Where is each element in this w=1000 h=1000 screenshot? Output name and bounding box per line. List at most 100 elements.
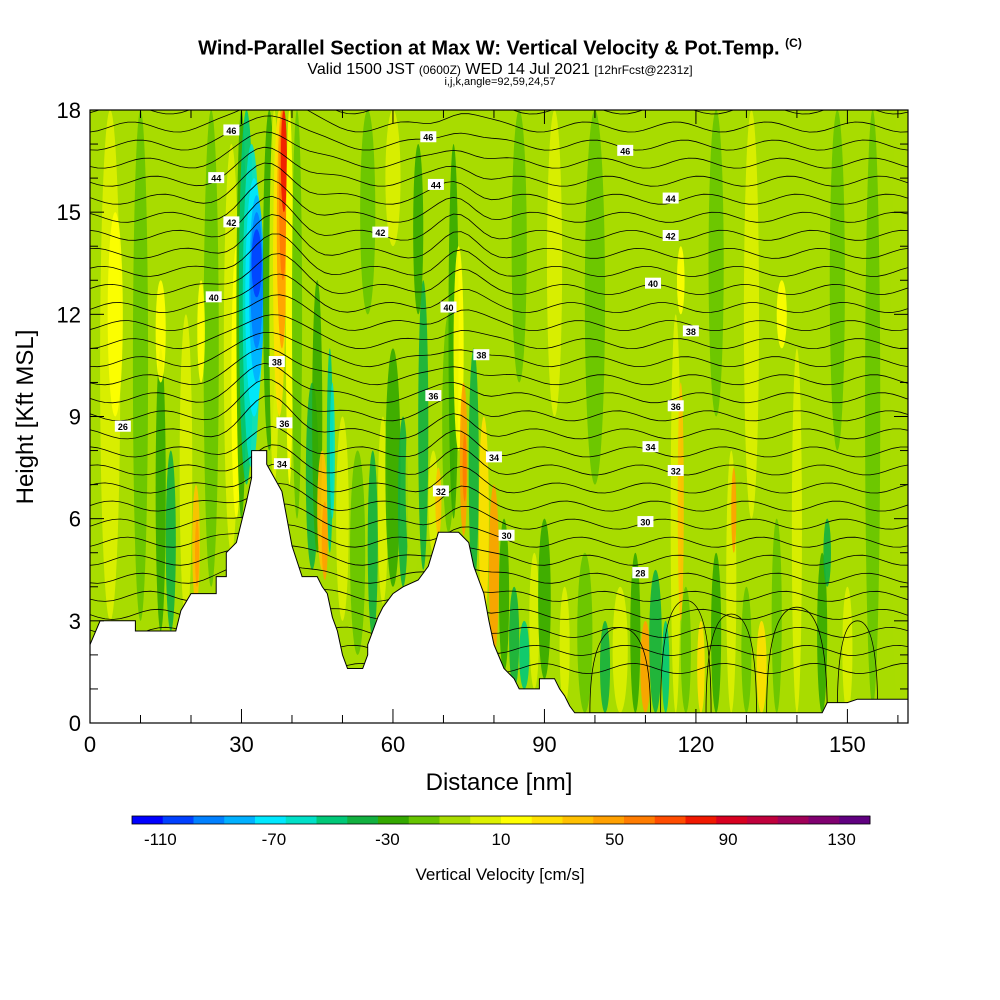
velocity-streak bbox=[511, 110, 527, 383]
theta-contour-line bbox=[90, 146, 908, 187]
theta-contour-line bbox=[90, 463, 908, 494]
velocity-streak bbox=[865, 110, 881, 706]
colorbar-label: Vertical Velocity [cm/s] bbox=[415, 865, 584, 884]
valid-time: Valid 1500 JST bbox=[307, 61, 415, 78]
velocity-streak bbox=[509, 586, 520, 689]
colorbar-swatch bbox=[777, 816, 809, 824]
theta-label-box bbox=[268, 356, 285, 368]
colorbar-swatch bbox=[593, 816, 625, 824]
theta-contour-line bbox=[90, 273, 908, 314]
y-tick-label: 15 bbox=[57, 200, 81, 225]
theta-contour-line bbox=[90, 444, 908, 476]
theta-contour-line bbox=[90, 347, 908, 386]
theta-contour-line bbox=[90, 483, 908, 512]
velocity-streak bbox=[155, 348, 166, 632]
colorbar-frame bbox=[131, 815, 871, 825]
theta-contour-line bbox=[90, 362, 908, 404]
velocity-streak bbox=[350, 450, 366, 655]
theta-label-box bbox=[473, 349, 490, 361]
velocity-streak bbox=[670, 314, 681, 713]
velocity-streak bbox=[377, 416, 388, 604]
colorbar: -110 -70 -30 10 50 90 130 bbox=[131, 815, 871, 849]
velocity-streak bbox=[280, 110, 287, 213]
velocity-streak bbox=[179, 314, 193, 621]
theta-label-box bbox=[208, 172, 225, 184]
chart-title-text: Wind-Parallel Section at Max W: Vertical… bbox=[198, 37, 780, 60]
theta-label: 34 bbox=[645, 443, 655, 453]
colorbar-swatch bbox=[285, 816, 317, 824]
colorbar-swatch bbox=[408, 816, 440, 824]
colorbar-swatch bbox=[439, 816, 471, 824]
theta-contour-loop bbox=[705, 613, 757, 713]
velocity-streak bbox=[329, 382, 335, 519]
y-tick-label: 9 bbox=[69, 405, 81, 430]
theta-label-box bbox=[632, 567, 649, 579]
colorbar-swatch bbox=[501, 816, 533, 824]
velocity-streak bbox=[731, 467, 737, 553]
velocity-streak bbox=[677, 382, 684, 621]
theta-contour-line bbox=[90, 131, 908, 169]
velocity-streak bbox=[680, 586, 691, 713]
theta-contour-line bbox=[90, 253, 908, 295]
velocity-streak bbox=[791, 348, 802, 713]
velocity-streak bbox=[612, 586, 628, 713]
valid-date: WED 14 Jul 2021 bbox=[465, 61, 590, 78]
x-tick-label: 30 bbox=[229, 732, 253, 757]
theta-contour-labels: 2626283030323234343436363638383840404042… bbox=[114, 124, 699, 579]
theta-label-box bbox=[223, 124, 240, 136]
colorbar-swatch bbox=[562, 816, 594, 824]
theta-label-box bbox=[645, 277, 662, 289]
theta-contour-line bbox=[90, 214, 908, 259]
colorbar-swatch bbox=[132, 816, 164, 824]
colorbar-tick-label: 50 bbox=[605, 830, 624, 849]
theta-contour-line bbox=[90, 162, 908, 205]
colorbar-swatch bbox=[531, 816, 563, 824]
theta-label: 46 bbox=[226, 126, 236, 136]
colorbar-swatch bbox=[255, 816, 287, 824]
velocity-streak bbox=[630, 552, 641, 713]
theta-label-box bbox=[114, 420, 131, 432]
theta-label: 38 bbox=[686, 327, 696, 337]
velocity-streak bbox=[661, 620, 670, 713]
colorbar-swatch bbox=[716, 816, 748, 824]
colorbar-swatch bbox=[685, 816, 717, 824]
velocity-streak bbox=[519, 620, 530, 689]
theta-label: 38 bbox=[476, 351, 486, 361]
velocity-streak bbox=[771, 518, 782, 713]
y-tick-label: 3 bbox=[69, 609, 81, 634]
velocity-streak bbox=[756, 620, 767, 713]
velocity-streak bbox=[132, 110, 149, 621]
theta-label: 42 bbox=[226, 218, 236, 228]
velocity-streak bbox=[529, 552, 540, 689]
theta-label: 28 bbox=[635, 569, 645, 579]
velocity-streak bbox=[203, 110, 219, 587]
valid-zulu: (0600Z) bbox=[418, 63, 461, 77]
theta-contour-line bbox=[90, 544, 908, 566]
y-tick-label: 6 bbox=[69, 507, 81, 532]
theta-contour-line bbox=[90, 233, 908, 277]
x-tick-label: 60 bbox=[381, 732, 405, 757]
velocity-streak bbox=[321, 501, 328, 580]
velocity-streak bbox=[499, 518, 510, 672]
velocity-streak bbox=[708, 110, 724, 417]
theta-label-box bbox=[372, 226, 389, 238]
forecast-info: [12hrFcst@2231z] bbox=[594, 63, 693, 77]
velocity-streak bbox=[360, 110, 376, 315]
velocity-streak bbox=[367, 450, 378, 638]
theta-label-box bbox=[223, 216, 240, 228]
theta-label-box bbox=[667, 400, 684, 412]
theta-label: 36 bbox=[671, 402, 681, 412]
velocity-streak bbox=[107, 212, 123, 417]
velocity-streak bbox=[453, 246, 464, 451]
theta-label-box bbox=[662, 230, 679, 242]
theta-label: 36 bbox=[279, 419, 289, 429]
x-tick-label: 0 bbox=[84, 732, 96, 757]
velocity-streak bbox=[829, 110, 845, 451]
velocity-streak bbox=[776, 280, 787, 349]
colorbar-tick-label: 90 bbox=[719, 830, 738, 849]
colorbar-swatch bbox=[193, 816, 225, 824]
colorbar-tick-label: -110 bbox=[144, 830, 177, 849]
x-tick-label: 150 bbox=[829, 732, 866, 757]
velocity-streak bbox=[413, 144, 424, 315]
colorbar-swatch bbox=[839, 816, 871, 824]
